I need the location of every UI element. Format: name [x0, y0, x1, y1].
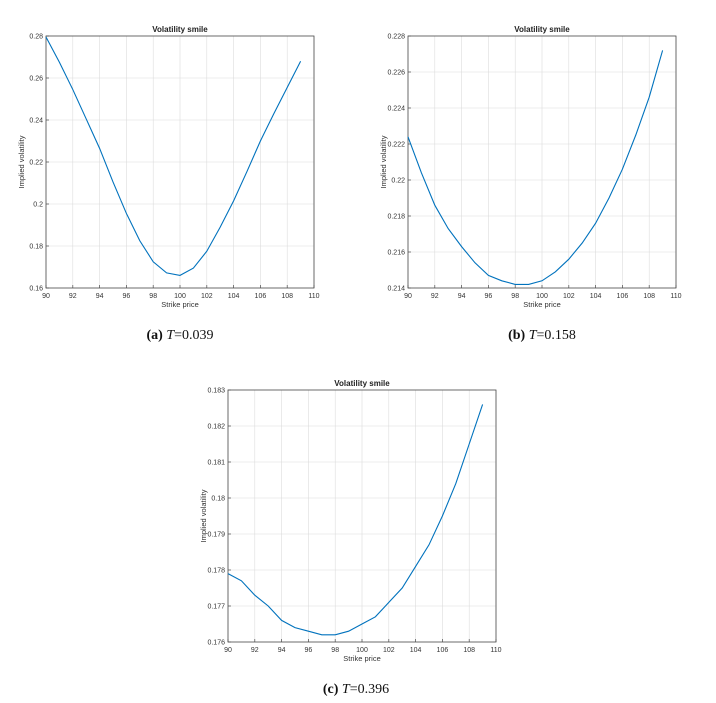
- x-tick-label-b-9: 108: [643, 293, 655, 300]
- caption-b: (b) T=0.158: [362, 328, 716, 344]
- x-tick-label-c-10: 110: [490, 647, 501, 654]
- y-tick-label-c-4: 0.18: [211, 496, 225, 503]
- caption-b-variable: T: [528, 328, 537, 343]
- y-tick-label-c-2: 0.178: [207, 568, 225, 575]
- volatility-smile-chart-c: 90 92 94 96 98 100 102 104 106 108 110 0.176 0.177 0.…: [199, 379, 502, 663]
- x-tick-label-a-1: 92: [69, 293, 77, 300]
- caption-c: (c) T=0.396: [176, 682, 536, 698]
- x-tick-label-b-1: 92: [431, 293, 439, 300]
- chart-title-a: Volatility smile: [152, 25, 208, 34]
- x-tick-label-b-10: 110: [670, 293, 681, 300]
- x-tick-label-c-8: 106: [437, 647, 449, 654]
- x-tick-label-a-4: 98: [149, 293, 157, 300]
- x-tick-label-b-4: 98: [511, 293, 519, 300]
- caption-a-value: =0.039: [174, 328, 214, 343]
- caption-c-tag: (c): [322, 682, 339, 697]
- y-tick-label-a-3: 0.22: [29, 160, 43, 167]
- x-tick-label-a-5: 100: [174, 293, 186, 300]
- y-tick-label-b-3: 0.22: [391, 178, 405, 185]
- x-tick-label-c-3: 96: [305, 647, 313, 654]
- x-tick-label-c-7: 104: [410, 647, 422, 654]
- y-tick-label-b-2: 0.218: [387, 214, 405, 221]
- volatility-smile-chart-b: 90 92 94 96 98 100 102 104 106 108 110 0.214 0.216 0.…: [379, 25, 682, 309]
- grid-a: [45, 35, 315, 289]
- y-tick-label-a-2: 0.2: [33, 202, 43, 209]
- x-tick-label-c-9: 108: [463, 647, 475, 654]
- x-tick-label-a-7: 104: [228, 293, 240, 300]
- y-axis-label-c: Implied volatility: [199, 489, 208, 542]
- x-tick-label-a-6: 102: [201, 293, 213, 300]
- caption-c-value: =0.396: [349, 682, 390, 697]
- y-tick-label-c-6: 0.182: [207, 424, 225, 431]
- volatility-smile-chart-a: 90 92 94 96 98 100 102 104 106 108 110 0.16 0.18 0.2 0…: [17, 25, 320, 309]
- x-tick-label-b-8: 106: [617, 293, 629, 300]
- y-tick-label-b-5: 0.224: [387, 106, 405, 113]
- x-tick-label-c-0: 90: [224, 647, 232, 654]
- x-tick-label-b-7: 104: [590, 293, 602, 300]
- x-tick-label-b-0: 90: [404, 293, 412, 300]
- y-tick-label-a-1: 0.18: [29, 244, 43, 251]
- x-tick-label-a-2: 94: [96, 293, 104, 300]
- y-tick-label-c-7: 0.183: [207, 388, 225, 395]
- x-tick-label-c-5: 100: [356, 647, 368, 654]
- y-tick-label-b-7: 0.228: [387, 34, 405, 41]
- y-tick-label-b-4: 0.222: [387, 142, 405, 149]
- grid-c: [227, 389, 497, 643]
- x-tick-label-b-3: 96: [485, 293, 493, 300]
- x-axis-label-a: Strike price: [161, 300, 199, 309]
- y-tick-label-a-4: 0.24: [29, 118, 43, 125]
- x-tick-label-a-9: 108: [281, 293, 293, 300]
- caption-a: (a) T=0.039: [0, 328, 360, 344]
- x-tick-label-b-6: 102: [563, 293, 575, 300]
- caption-b-value: =0.158: [536, 328, 576, 343]
- caption-a-tag: (a): [146, 328, 163, 343]
- x-axis-label-c: Strike price: [343, 654, 381, 663]
- chart-title-b: Volatility smile: [514, 25, 570, 34]
- x-tick-label-b-5: 100: [536, 293, 548, 300]
- y-tick-label-c-3: 0.179: [207, 532, 225, 539]
- chart-title-c: Volatility smile: [334, 379, 390, 388]
- y-tick-label-b-1: 0.216: [387, 250, 405, 257]
- series-line-b: [407, 50, 664, 285]
- series-line-a: [45, 36, 302, 276]
- x-axis-label-b: Strike price: [523, 300, 561, 309]
- y-axis-label-a: Implied volatility: [17, 135, 26, 188]
- y-tick-label-a-5: 0.26: [29, 76, 43, 83]
- caption-b-tag: (b): [508, 328, 526, 343]
- x-tick-label-b-2: 94: [458, 293, 466, 300]
- x-tick-label-a-8: 106: [255, 293, 267, 300]
- y-tick-label-a-0: 0.16: [29, 286, 43, 293]
- x-tick-label-c-1: 92: [251, 647, 259, 654]
- y-tick-label-b-0: 0.214: [387, 286, 405, 293]
- caption-c-variable: T: [341, 682, 350, 697]
- grid-b: [407, 35, 677, 289]
- y-tick-label-c-1: 0.177: [207, 604, 225, 611]
- y-tick-label-b-6: 0.226: [387, 70, 405, 77]
- y-tick-label-c-0: 0.176: [207, 640, 225, 647]
- y-tick-label-c-5: 0.181: [207, 460, 225, 467]
- y-axis-label-b: Implied volatility: [379, 135, 388, 188]
- caption-a-variable: T: [166, 328, 175, 343]
- x-tick-label-a-3: 96: [123, 293, 131, 300]
- series-line-c: [227, 404, 484, 636]
- y-tick-label-a-6: 0.28: [29, 34, 43, 41]
- x-tick-label-a-0: 90: [42, 293, 50, 300]
- x-tick-label-c-4: 98: [331, 647, 339, 654]
- x-tick-label-c-2: 94: [278, 647, 286, 654]
- x-tick-label-c-6: 102: [383, 647, 395, 654]
- x-tick-label-a-10: 110: [308, 293, 319, 300]
